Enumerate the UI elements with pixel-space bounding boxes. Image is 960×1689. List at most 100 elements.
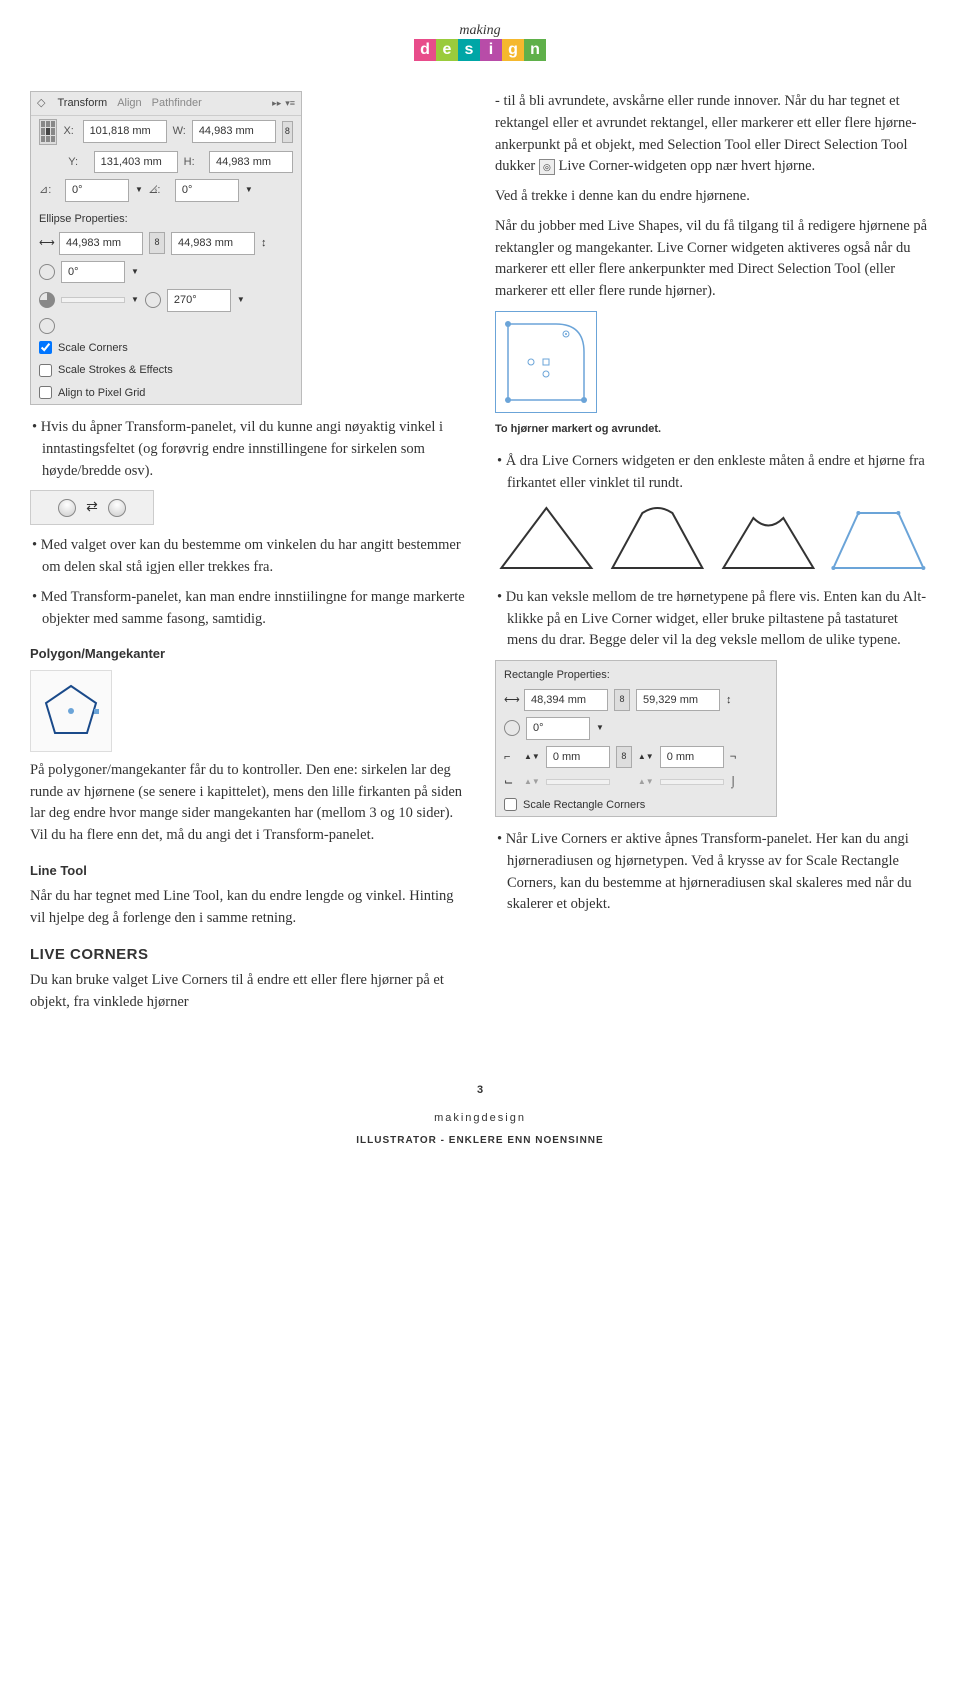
rotation-field[interactable]: 0° [61, 261, 125, 284]
dial-right-icon[interactable] [108, 499, 126, 517]
link-rect-icon[interactable]: 8 [614, 689, 630, 711]
scale-rect-corners-checkbox[interactable] [504, 798, 517, 811]
align-pixel-checkbox[interactable] [39, 386, 52, 399]
triangle-variants [495, 503, 930, 573]
x-field[interactable]: 101,818 mm [83, 120, 167, 143]
x-label: X: [63, 123, 76, 140]
reference-point-icon[interactable] [39, 119, 57, 145]
corner-type-bl-icon[interactable]: ⌙ [504, 774, 518, 791]
logo-letters: design [414, 39, 546, 61]
corner-r3-field[interactable] [546, 779, 610, 785]
h-field[interactable]: 44,983 mm [209, 151, 293, 174]
link-corners-icon[interactable]: 8 [616, 746, 632, 768]
ellipse-w-field[interactable]: 44,983 mm [59, 232, 143, 255]
width-icon: ⟷ [504, 692, 518, 709]
tab-transform[interactable]: Transform [57, 95, 107, 112]
livecorners-intro: Du kan bruke valget Live Corners til å e… [30, 970, 465, 1014]
logo-letter: s [458, 39, 480, 61]
polygon-illustration [30, 670, 112, 752]
dropdown-icon[interactable]: ▼ [245, 184, 253, 196]
corner-caption: To hjørner markert og avrundet. [495, 421, 930, 438]
stepper-icon[interactable]: ▲▼ [638, 776, 654, 788]
logo: making design [30, 20, 930, 61]
pie-end-icon [145, 292, 161, 308]
corner-r4-field[interactable] [660, 779, 724, 785]
logo-letter: e [436, 39, 458, 61]
link-ellipse-icon[interactable]: 8 [149, 232, 165, 254]
y-field[interactable]: 131,403 mm [94, 151, 178, 174]
stepper-icon[interactable]: ▲▼ [524, 751, 540, 763]
scale-corners-checkbox[interactable] [39, 341, 52, 354]
panel-tabs: ◇ Transform Align Pathfinder ▸▸ ▾≡ [31, 92, 301, 116]
w-field[interactable]: 44,983 mm [192, 120, 276, 143]
tab-pathfinder[interactable]: Pathfinder [152, 95, 202, 112]
pie-start-field[interactable] [61, 297, 125, 303]
angle1-field[interactable]: 0° [65, 179, 129, 202]
corner-type-tl-icon[interactable]: ⌐ [504, 749, 518, 766]
height-icon: ↕ [726, 692, 740, 709]
swap-icon[interactable]: ⇄ [86, 497, 98, 518]
footer-subtitle: ILLUSTRATOR - ENKLERE ENN NOENSINNE [30, 1133, 930, 1148]
pie-end-field[interactable]: 270° [167, 289, 231, 312]
rect-h-field[interactable]: 59,329 mm [636, 689, 720, 712]
angle1-label: ⊿: [39, 182, 59, 199]
stepper-icon[interactable]: ▲▼ [524, 776, 540, 788]
linetool-heading: Line Tool [30, 861, 465, 881]
dial-left-icon[interactable] [58, 499, 76, 517]
angle2-field[interactable]: 0° [175, 179, 239, 202]
polygon-text: På polygoner/mangekanter får du to kontr… [30, 760, 465, 847]
scale-rect-corners-label: Scale Rectangle Corners [523, 797, 645, 814]
corner-type-br-icon[interactable]: ⌡ [730, 774, 744, 791]
link-wh-icon[interactable]: 8 [282, 121, 293, 143]
tab-align[interactable]: Align [117, 95, 141, 112]
linetool-text: Når du har tegnet med Line Tool, kan du … [30, 886, 465, 930]
logo-letter: n [524, 39, 546, 61]
logo-letter: i [480, 39, 502, 61]
dropdown-icon[interactable]: ▼ [237, 294, 245, 306]
angle2-label: ⦞: [149, 182, 169, 199]
dropdown-icon[interactable]: ▼ [596, 722, 604, 734]
stepper-icon[interactable]: ▲▼ [638, 751, 654, 763]
panel-menu-icon[interactable]: ▾≡ [285, 97, 295, 111]
scale-strokes-checkbox[interactable] [39, 364, 52, 377]
right-bullet-1: Å dra Live Corners widgeten er den enkle… [495, 451, 930, 495]
left-column: ◇ Transform Align Pathfinder ▸▸ ▾≡ X: 101… [30, 91, 465, 1022]
corner-type-tr-icon[interactable]: ¬ [730, 749, 744, 766]
width-icon: ⟷ [39, 235, 53, 252]
right-bullet-3: Når Live Corners er aktive åpnes Transfo… [495, 829, 930, 916]
dial-swap-panel: ⇄ [30, 490, 154, 525]
ellipse-h-field[interactable]: 44,983 mm [171, 232, 255, 255]
page-number: 3 [30, 1082, 930, 1099]
livecorners-heading: LIVE CORNERS [30, 944, 465, 967]
dropdown-icon[interactable]: ▼ [135, 184, 143, 196]
dropdown-icon[interactable]: ▼ [131, 266, 139, 278]
logo-letter: g [502, 39, 524, 61]
dropdown-icon[interactable]: ▼ [131, 294, 139, 306]
right-column: - til å bli avrundete, avskårne eller ru… [495, 91, 930, 1022]
logo-top-text: making [30, 20, 930, 41]
rotation-icon [504, 720, 520, 736]
corner-illustration [495, 311, 597, 413]
left-bullet-1: Hvis du åpner Transform-panelet, vil du … [30, 417, 465, 482]
right-p3: Når du jobber med Live Shapes, vil du få… [495, 216, 930, 303]
h-label: H: [184, 154, 203, 171]
scale-corners-label: Scale Corners [58, 340, 128, 357]
rect-rot-field[interactable]: 0° [526, 717, 590, 740]
logo-letter: d [414, 39, 436, 61]
panel-collapse-icon[interactable]: ▸▸ [272, 97, 281, 111]
left-bullet-3: Med Transform-panelet, kan man endre inn… [30, 587, 465, 631]
polygon-heading: Polygon/Mangekanter [30, 644, 465, 664]
footer-brand: makingdesign [30, 1110, 930, 1127]
ellipse-properties-label: Ellipse Properties: [31, 205, 301, 230]
rectangle-properties-panel: Rectangle Properties: ⟷ 48,394 mm 8 59,3… [495, 660, 777, 817]
right-p1b: Live Corner-widgeten opp nær hvert hjørn… [559, 158, 816, 174]
corner-r1-field[interactable]: 0 mm [546, 746, 610, 769]
y-label: Y: [68, 154, 87, 171]
invert-pie-icon[interactable] [39, 318, 55, 334]
rect-w-field[interactable]: 48,394 mm [524, 689, 608, 712]
corner-r2-field[interactable]: 0 mm [660, 746, 724, 769]
pie-start-icon [39, 292, 55, 308]
collapse-icon[interactable]: ◇ [37, 95, 45, 112]
page-footer: 3 makingdesign ILLUSTRATOR - ENKLERE ENN… [30, 1082, 930, 1148]
right-p1: - til å bli avrundete, avskårne eller ru… [495, 91, 930, 178]
